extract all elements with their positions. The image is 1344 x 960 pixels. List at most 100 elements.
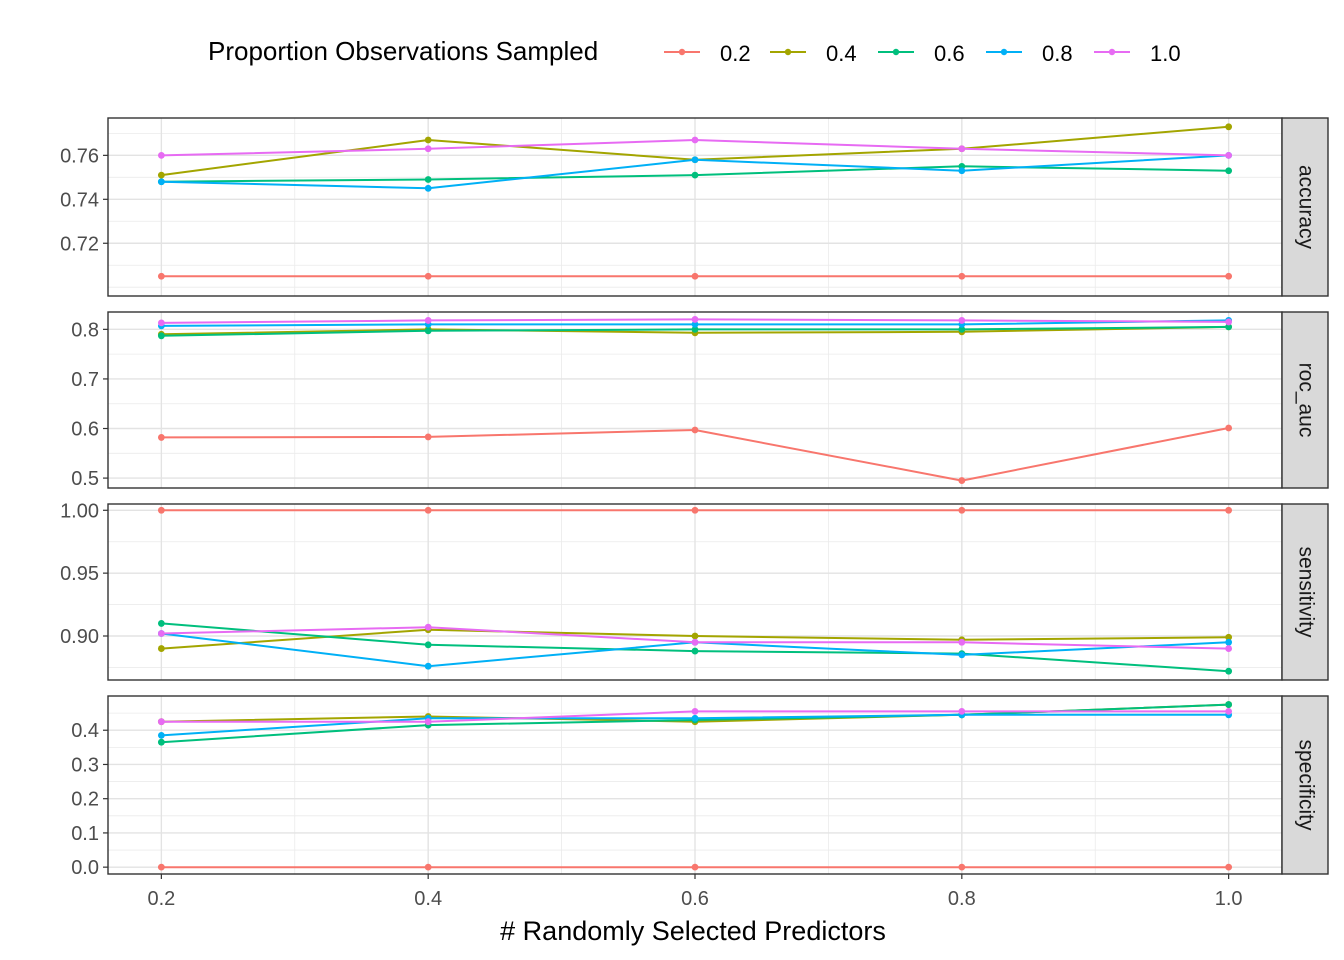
data-point	[958, 477, 966, 484]
data-point	[424, 176, 432, 183]
facet-strip	[1281, 311, 1329, 489]
data-point	[958, 145, 966, 153]
legend-label: 0.2	[720, 41, 751, 66]
data-point	[424, 317, 432, 324]
series-1.0	[157, 708, 1233, 726]
facet-panel-sensitivity: 0.90 0.95 1.00 sensitivity	[60, 500, 1329, 681]
data-point	[157, 718, 165, 726]
y-tick-label: 0.0	[71, 857, 99, 879]
data-point	[157, 863, 165, 871]
data-point	[157, 434, 165, 441]
x-tick-label: 0.4	[414, 888, 442, 910]
facet-strip	[1281, 117, 1329, 297]
data-point	[691, 647, 699, 655]
data-point	[958, 325, 966, 333]
data-point	[1225, 318, 1233, 326]
data-point	[958, 167, 966, 175]
data-point	[157, 630, 165, 637]
data-point	[424, 433, 432, 441]
facet-panel-specificity: 0.0 0.1 0.2 0.3 0.4 specificity	[71, 695, 1329, 879]
series-0.4	[157, 626, 1233, 652]
data-point	[958, 863, 966, 871]
facet-panels: 0.720.740.76accuracy0.50.60.70.8roc_auc0…	[60, 117, 1329, 879]
data-point	[424, 145, 432, 153]
y-tick-label: 0.7	[71, 369, 99, 391]
data-point	[424, 641, 432, 649]
x-tick-label: 1.0	[1215, 888, 1243, 910]
data-point	[691, 171, 699, 179]
legend-label: 1.0	[1150, 41, 1181, 66]
legend-label: 0.6	[934, 41, 965, 66]
data-point	[1225, 708, 1233, 715]
data-point	[691, 632, 699, 640]
facet-panel-roc_auc: 0.5 0.6 0.7 0.8 roc_auc	[71, 311, 1329, 490]
data-point	[1225, 167, 1233, 175]
y-tick-label: 0.1	[71, 823, 99, 845]
facet-strip	[1281, 695, 1329, 875]
data-point	[691, 325, 699, 333]
data-point	[1225, 863, 1233, 871]
y-tick-label: 0.72	[60, 233, 99, 255]
y-tick-label: 0.4	[71, 720, 99, 742]
data-point	[1225, 272, 1233, 280]
data-point	[1225, 323, 1233, 331]
data-point	[1225, 645, 1233, 652]
y-tick-label: 0.76	[60, 145, 99, 167]
facet-strip-label: specificity	[1294, 739, 1317, 831]
data-point	[1225, 667, 1233, 675]
y-tick-label: 0.74	[60, 189, 99, 211]
series-0.6	[157, 620, 1233, 675]
legend-label: 0.4	[826, 41, 857, 66]
legend-items: 0.2 0.4 0.6 0.8 1.0	[664, 41, 1181, 66]
data-point	[691, 426, 699, 434]
legend: Proportion Observations Sampled 0.2 0.4 0.…	[208, 36, 1181, 66]
data-point	[424, 662, 432, 670]
data-point	[691, 316, 699, 323]
series-1.0	[157, 623, 1233, 652]
legend-key-point	[784, 48, 792, 56]
data-point	[1225, 633, 1233, 641]
data-point	[958, 317, 966, 324]
y-tick-label: 0.90	[60, 626, 99, 648]
data-point	[157, 171, 165, 179]
data-point	[157, 506, 165, 514]
data-point	[424, 327, 432, 335]
legend-key-point	[1000, 48, 1008, 56]
facet-panel-accuracy: 0.72 0.74 0.76 accuracy	[60, 117, 1329, 297]
series-0.6	[157, 323, 1233, 340]
facet-strip-label: roc_auc	[1294, 363, 1317, 438]
legend-item: 0.2	[664, 41, 751, 66]
data-point	[157, 319, 165, 327]
data-point	[157, 731, 165, 739]
legend-key-point	[1108, 48, 1116, 56]
y-tick-label: 0.3	[71, 754, 99, 776]
x-tick-label: 0.2	[147, 888, 175, 910]
data-point	[958, 651, 966, 659]
x-axis: 0.2 0.4 0.6 0.8 1.0	[147, 874, 1243, 910]
series-1.0	[157, 316, 1233, 327]
series-0.2	[157, 424, 1233, 484]
legend-item: 0.8	[986, 41, 1073, 66]
data-point	[424, 863, 432, 871]
data-point	[691, 708, 699, 715]
data-point	[691, 136, 699, 144]
data-point	[157, 620, 165, 627]
data-point	[958, 708, 966, 715]
legend-item: 0.4	[770, 41, 857, 66]
data-point	[424, 506, 432, 514]
legend-title: Proportion Observations Sampled	[208, 36, 598, 66]
data-point	[1225, 424, 1233, 432]
x-tick-label: 0.6	[681, 888, 709, 910]
data-point	[1225, 701, 1233, 708]
data-point	[424, 272, 432, 280]
data-point	[157, 151, 165, 159]
x-tick-label: 0.8	[948, 888, 976, 910]
data-point	[157, 178, 165, 186]
data-point	[691, 863, 699, 871]
data-point	[691, 506, 699, 514]
data-point	[958, 272, 966, 280]
data-point	[157, 272, 165, 280]
series-1.0	[157, 136, 1233, 159]
data-point	[1225, 151, 1233, 159]
y-tick-label: 0.6	[71, 419, 99, 441]
